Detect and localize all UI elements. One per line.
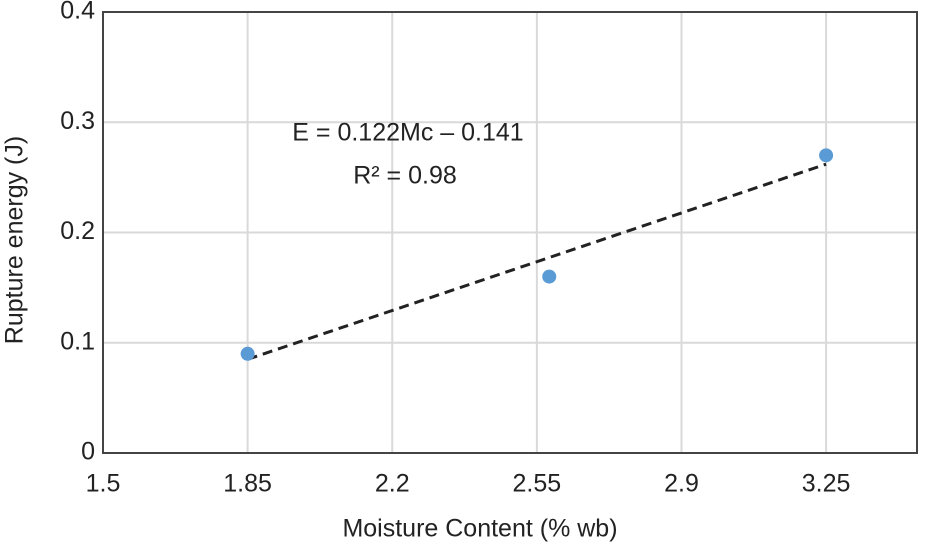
x-tick-label: 2.9 — [664, 470, 699, 498]
x-tick-label: 1.5 — [86, 470, 121, 498]
y-tick-label: 0 — [81, 438, 95, 466]
data-point — [819, 148, 834, 163]
y-tick-label: 0.3 — [60, 107, 95, 135]
y-axis-label: Rupture energy (J) — [1, 136, 29, 344]
x-tick-label: 2.55 — [513, 470, 562, 498]
data-point — [240, 346, 255, 361]
annotation: R² = 0.98 — [353, 162, 457, 190]
y-tick-label: 0.4 — [60, 0, 95, 25]
plot-frame — [102, 11, 918, 454]
x-tick-label: 2.2 — [375, 470, 410, 498]
annotation: E = 0.122Mc – 0.141 — [292, 119, 523, 147]
y-tick-label: 0.2 — [60, 217, 95, 245]
x-axis-label: Moisture Content (% wb) — [342, 515, 617, 543]
trendline — [247, 162, 827, 361]
data-point — [542, 269, 557, 284]
y-tick-label: 0.1 — [60, 327, 95, 355]
x-tick-label: 3.25 — [802, 470, 851, 498]
x-tick-label: 1.85 — [223, 470, 272, 498]
